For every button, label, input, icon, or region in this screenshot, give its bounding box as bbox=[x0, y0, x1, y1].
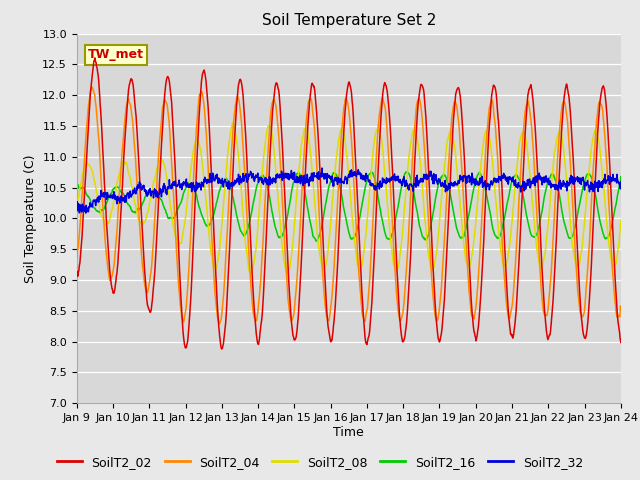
Title: Soil Temperature Set 2: Soil Temperature Set 2 bbox=[262, 13, 436, 28]
X-axis label: Time: Time bbox=[333, 426, 364, 439]
Legend: SoilT2_02, SoilT2_04, SoilT2_08, SoilT2_16, SoilT2_32: SoilT2_02, SoilT2_04, SoilT2_08, SoilT2_… bbox=[52, 451, 588, 474]
Y-axis label: Soil Temperature (C): Soil Temperature (C) bbox=[24, 154, 36, 283]
Text: TW_met: TW_met bbox=[88, 48, 144, 61]
